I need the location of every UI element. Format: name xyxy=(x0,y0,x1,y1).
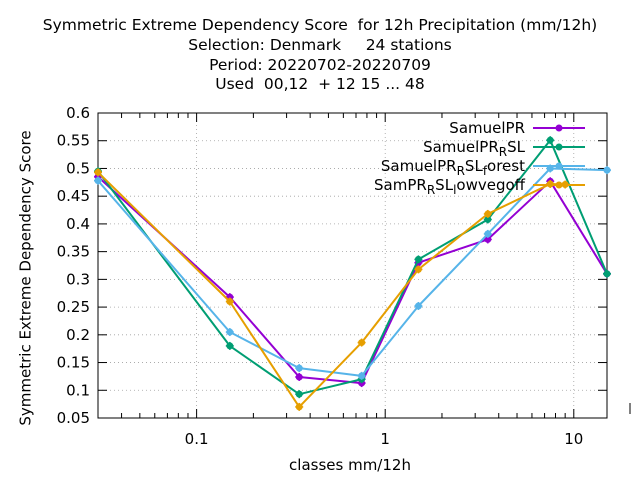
x-tick-label: 1 xyxy=(380,430,390,448)
legend-marker xyxy=(555,124,563,132)
plot-frame xyxy=(97,112,608,419)
legend-label: SamuelPRRSL xyxy=(423,138,526,159)
legend-label: SamuelPR xyxy=(449,119,525,137)
chart-title-line-1: Symmetric Extreme Dependency Score for 1… xyxy=(42,16,598,34)
legend-label: SamuelPRRSLforest xyxy=(381,157,525,178)
series-line xyxy=(97,176,608,385)
chart-title-line-4: Used 00,12 + 12 15 ... 48 xyxy=(215,75,425,93)
legend-marker xyxy=(555,181,563,189)
legend-marker xyxy=(555,143,563,151)
series-line xyxy=(97,167,608,377)
y-tick-label: 0.6 xyxy=(66,104,90,122)
x-tick-label: 10 xyxy=(564,430,583,448)
x-axis-label: classes mm/12h xyxy=(289,456,411,474)
y-tick-label: 0.55 xyxy=(57,132,90,150)
x-tick-label: 0.1 xyxy=(185,430,209,448)
y-tick-label: 0.15 xyxy=(57,354,90,372)
legend-label: SamPRRSLlowvegoff xyxy=(374,176,526,197)
series-line xyxy=(97,139,608,396)
series-line xyxy=(97,171,566,408)
series-SamuelPR xyxy=(94,172,611,388)
series-SamuelPR_RSL xyxy=(94,136,611,399)
y-tick-label: 0.3 xyxy=(66,270,90,288)
y-tick-label: 0.2 xyxy=(66,326,90,344)
chart-title-line-2: Selection: Denmark 24 stations xyxy=(188,36,452,54)
y-tick-label: 0.35 xyxy=(57,243,90,261)
legend-marker xyxy=(555,162,563,170)
y-tick-label: 0.25 xyxy=(57,298,90,316)
y-tick-label: 0.5 xyxy=(66,159,90,177)
y-tick-label: 0.45 xyxy=(57,187,90,205)
series-SamPR_RSL_lowvegoff xyxy=(94,168,570,411)
y-tick-label: 0.05 xyxy=(57,409,90,427)
y-tick-label: 0.1 xyxy=(66,381,90,399)
chart-title-line-3: Period: 20220702-20220709 xyxy=(209,56,431,74)
y-axis-label: Symmetric Extreme Dependency Score xyxy=(16,129,35,426)
y-tick-label: 0.4 xyxy=(66,215,90,233)
series-SamuelPR_RSL_forest xyxy=(94,164,611,380)
